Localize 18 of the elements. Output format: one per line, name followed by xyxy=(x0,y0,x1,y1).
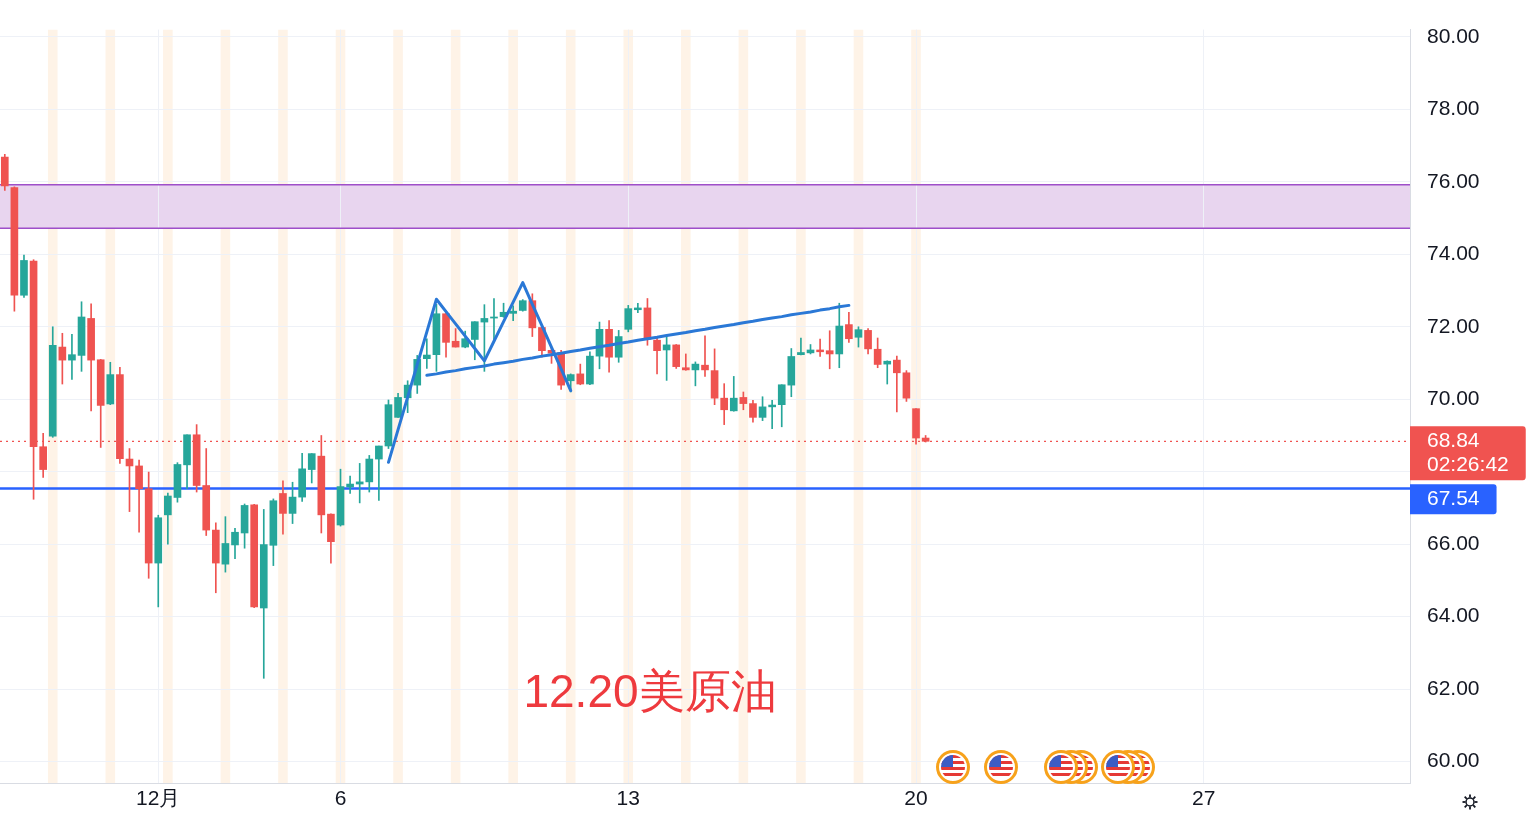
y-tick-label: 80.00 xyxy=(1427,23,1480,47)
y-tick-label: 62.00 xyxy=(1427,675,1480,699)
x-tick-label: 20 xyxy=(904,785,928,809)
y-tick-label: 76.00 xyxy=(1427,168,1480,192)
x-tick-label: 12月 xyxy=(136,785,181,809)
y-tick-label: 72.00 xyxy=(1427,313,1480,337)
x-tick-label: 6 xyxy=(334,785,347,809)
y-tick-label: 70.00 xyxy=(1427,386,1480,410)
ref-line-label: 68.84 02:26:42 xyxy=(1427,428,1509,476)
y-tick-label: 60.00 xyxy=(1427,748,1480,772)
text: 12.20美原油 xyxy=(523,665,777,718)
y-tick-label: 66.00 xyxy=(1427,531,1480,555)
x-tick-label: 27 xyxy=(1192,785,1216,809)
y-tick-label: 78.00 xyxy=(1427,96,1480,120)
ref-line-label: 67.54 xyxy=(1427,486,1480,510)
y-tick-label: 74.00 xyxy=(1427,241,1480,265)
y-tick-label: 64.00 xyxy=(1427,603,1480,627)
x-tick-label: 13 xyxy=(616,785,640,809)
